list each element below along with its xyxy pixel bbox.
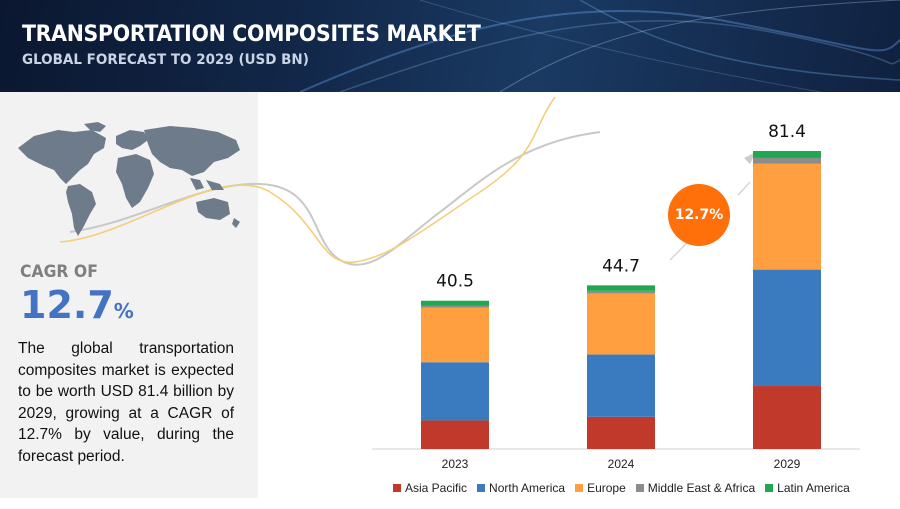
bar-segment-2029-europe bbox=[753, 163, 821, 270]
light-streak-background bbox=[299, 0, 900, 92]
cagr-label: CAGR OF bbox=[20, 262, 98, 282]
x-tick-label: 2023 bbox=[442, 457, 469, 471]
bar-segment-2023-europe bbox=[421, 307, 489, 363]
page-title: TRANSPORTATION COMPOSITES MARKET bbox=[22, 22, 481, 47]
header-banner: TRANSPORTATION COMPOSITES MARKET GLOBAL … bbox=[0, 0, 900, 92]
legend-item: Europe bbox=[575, 481, 626, 495]
legend-item: North America bbox=[477, 481, 565, 495]
growth-rate-bubble: 12.7% bbox=[668, 184, 730, 246]
bar-total-label: 40.5 bbox=[436, 272, 474, 292]
bar-total-label: 44.7 bbox=[602, 256, 640, 276]
legend-label: Europe bbox=[587, 481, 626, 495]
decorative-curves bbox=[59, 96, 601, 266]
chart-legend: Asia Pacific North America Europe Middle Ea… bbox=[393, 480, 850, 496]
bar-segment-2024-europe bbox=[587, 293, 655, 355]
bar-total-label: 81.4 bbox=[768, 122, 806, 142]
world-map-icon bbox=[18, 122, 240, 236]
cagr-number: 12.7 bbox=[20, 283, 114, 327]
market-summary-text: The global transportation composites mar… bbox=[18, 340, 234, 465]
bar-segment-2024-north-america bbox=[587, 354, 655, 417]
bottom-strip bbox=[0, 498, 900, 509]
bar-segment-2029-asia-pacific bbox=[753, 386, 821, 449]
legend-swatch bbox=[765, 484, 774, 492]
page-subtitle: GLOBAL FORECAST TO 2029 (USD BN) bbox=[22, 52, 309, 68]
growth-arrow-stem-upper bbox=[737, 181, 751, 196]
bar-segment-2024-middle-east-africa bbox=[587, 290, 655, 294]
legend-item: Middle East & Africa bbox=[635, 481, 756, 495]
cagr-value: 12.7% bbox=[20, 283, 134, 333]
legend-swatch bbox=[393, 484, 401, 492]
bar-segment-2024-asia-pacific bbox=[587, 416, 655, 449]
legend-swatch bbox=[635, 484, 644, 492]
bar-segment-2023-middle-east-africa bbox=[421, 305, 489, 308]
bar-segment-2023-north-america bbox=[421, 362, 489, 421]
x-tick-label: 2029 bbox=[774, 457, 801, 471]
legend-label: Latin America bbox=[777, 481, 850, 495]
legend-item: Latin America bbox=[765, 481, 850, 495]
legend-label: North America bbox=[489, 481, 566, 495]
bar-segment-2024-latin-america bbox=[587, 285, 655, 291]
legend-label: Middle East & Africa bbox=[647, 481, 756, 495]
legend-item: Asia Pacific bbox=[393, 481, 467, 495]
bar-segment-2023-latin-america bbox=[421, 300, 489, 306]
legend-swatch bbox=[477, 484, 486, 492]
legend-swatch bbox=[575, 484, 584, 492]
legend-label: Asia Pacific bbox=[405, 481, 468, 495]
bar-segment-2029-middle-east-africa bbox=[753, 157, 821, 164]
cagr-percent-sign: % bbox=[113, 299, 134, 323]
stacked-bar-chart: 40.5 2023 44.7 2024 81.4 2029 bbox=[372, 122, 860, 471]
bar-segment-2029-north-america bbox=[753, 269, 821, 387]
bar-segment-2029-latin-america bbox=[753, 151, 821, 158]
bar-segment-2023-asia-pacific bbox=[421, 420, 489, 449]
x-tick-label: 2024 bbox=[608, 457, 635, 471]
